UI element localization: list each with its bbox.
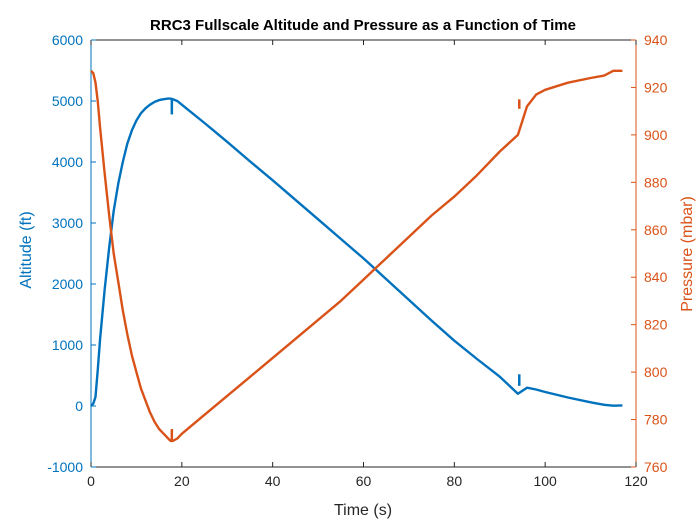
y-right-tick-label: 900 [644, 127, 668, 143]
y-right-tick-label: 760 [644, 459, 668, 475]
x-axis-label: Time (s) [334, 502, 392, 519]
x-tick-label: 80 [447, 473, 463, 489]
y-axis-left-label: Altitude (ft) [18, 211, 35, 288]
x-tick-label: 20 [174, 473, 190, 489]
y-right-tick-label: 880 [644, 174, 668, 190]
y-right-tick-label: 940 [644, 32, 668, 48]
x-tick-label: 100 [533, 473, 557, 489]
y-right-tick-label: 860 [644, 222, 668, 238]
y-left-tick-label: 1000 [52, 337, 83, 353]
y-right-tick-label: 840 [644, 269, 668, 285]
y-left-tick-label: 6000 [52, 32, 83, 48]
x-tick-label: 40 [265, 473, 281, 489]
y-axis-right-label: Pressure (mbar) [679, 196, 696, 312]
y-right-tick-label: 920 [644, 79, 668, 95]
x-tick-label: 60 [356, 473, 372, 489]
y-right-tick-label: 820 [644, 317, 668, 333]
plot-area: 0 20 40 60 80 100 120-100001000200030004000500… [47, 32, 667, 489]
altitude-series-line [90, 97, 623, 407]
chart-title: RRC3 Fullscale Altitude and Pressure as … [150, 17, 576, 34]
y-left-tick-label: 2000 [52, 276, 83, 292]
y-left-tick-label: 3000 [52, 215, 83, 231]
pressure-series-line [90, 69, 623, 443]
y-left-tick-label: -1000 [47, 459, 83, 475]
x-tick-label: 120 [624, 473, 648, 489]
y-left-tick-label: 4000 [52, 154, 83, 170]
y-right-tick-label: 800 [644, 364, 668, 380]
x-tick-label: 0 [87, 473, 95, 489]
y-left-tick-label: 0 [75, 398, 83, 414]
y-left-tick-label: 5000 [52, 93, 83, 109]
y-right-tick-label: 780 [644, 412, 668, 428]
